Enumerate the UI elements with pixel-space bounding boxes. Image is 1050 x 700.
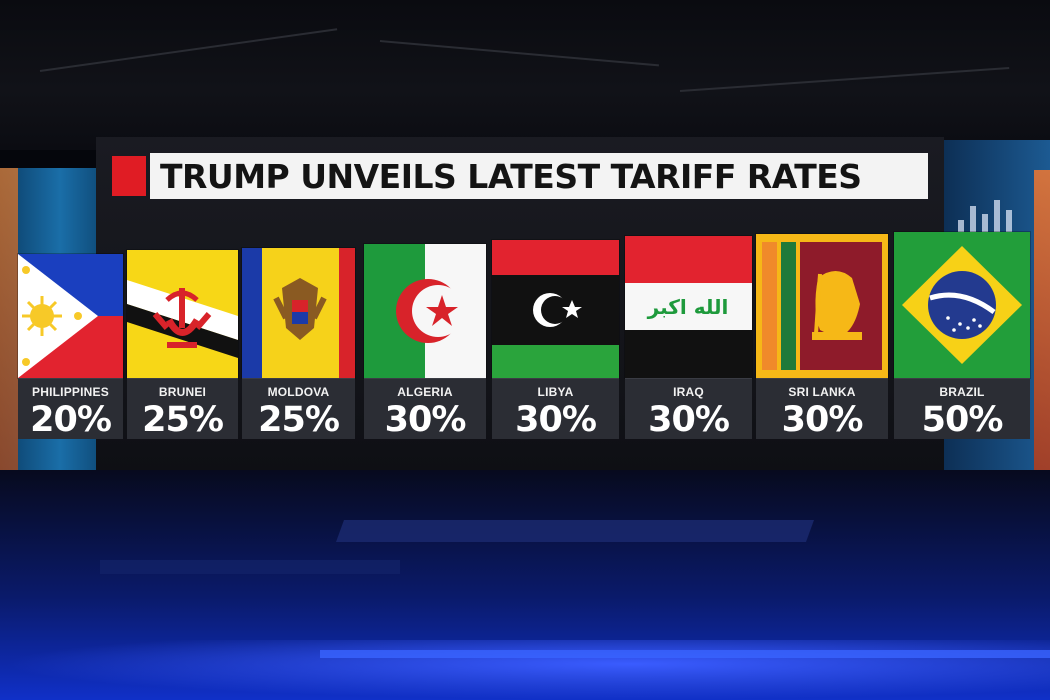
screen-bar	[970, 206, 976, 240]
right-side-glow	[1034, 170, 1050, 470]
screen-bar	[1006, 210, 1012, 240]
tariff-rate: 30%	[515, 400, 597, 440]
tariff-rate: 30%	[384, 400, 467, 440]
country-panel: IRAQ 30%	[625, 378, 752, 440]
country-panel: MOLDOVA 25%	[242, 378, 355, 440]
screen-bar	[958, 220, 964, 240]
country-name: BRUNEI	[158, 385, 207, 399]
screen-bar	[994, 200, 1000, 240]
tariff-rate: 25%	[258, 400, 340, 440]
sri-lanka-flag-icon	[756, 234, 888, 378]
philippines-flag-icon	[18, 254, 123, 378]
brunei-flag-icon	[127, 250, 238, 378]
tariff-rate: 30%	[781, 400, 864, 440]
country-panel: ALGERIA 30%	[364, 378, 486, 440]
country-panel: PHILIPPINES 20%	[18, 378, 123, 440]
iraq-flag-script: الله اكبر	[647, 295, 729, 319]
headline-title: TRUMP UNVEILS LATEST TARIFF RATES	[160, 156, 862, 196]
headline-accent	[112, 156, 146, 196]
screen-bar	[982, 214, 988, 240]
moldova-flag-icon	[242, 248, 355, 378]
libya-flag-icon	[492, 240, 619, 378]
country-name: SRI LANKA	[788, 385, 856, 399]
country-panel: BRUNEI 25%	[127, 378, 238, 440]
country-name: LIBYA	[537, 385, 574, 399]
country-panel: LIBYA 30%	[492, 378, 619, 440]
studio-ceiling	[0, 0, 1050, 150]
tariff-rate: 20%	[30, 400, 112, 440]
country-panel: SRI LANKA 30%	[756, 378, 888, 440]
headline-box: TRUMP UNVEILS LATEST TARIFF RATES	[150, 153, 928, 199]
country-name: ALGERIA	[397, 385, 453, 399]
tariff-rate: 30%	[648, 400, 730, 440]
algeria-flag-icon	[364, 244, 486, 378]
country-name: MOLDOVA	[267, 385, 330, 399]
iraq-flag-icon: الله اكبر	[625, 236, 752, 378]
country-panel: BRAZIL 50%	[894, 378, 1030, 440]
headline-banner: TRUMP UNVEILS LATEST TARIFF RATES	[112, 153, 928, 199]
tariff-rate: 25%	[142, 400, 224, 440]
left-side-glow	[0, 168, 18, 488]
tariff-rate: 50%	[921, 400, 1004, 440]
country-name: PHILIPPINES	[32, 385, 109, 399]
studio-desk	[100, 560, 400, 574]
floor-light-rail	[320, 650, 1050, 658]
country-name: IRAQ	[673, 385, 704, 399]
brazil-flag-icon	[894, 232, 1030, 378]
country-name: BRAZIL	[939, 385, 985, 399]
